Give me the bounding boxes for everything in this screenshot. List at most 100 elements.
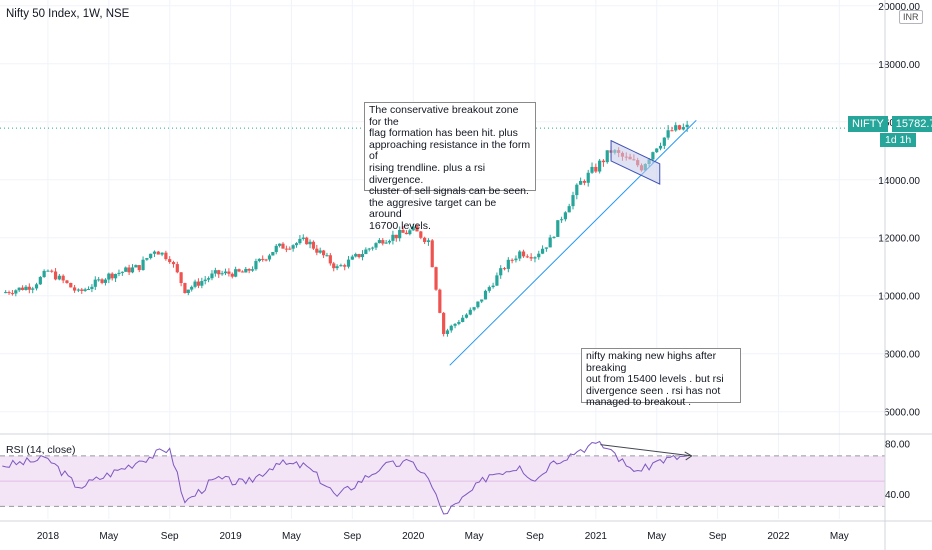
candle-body (408, 230, 412, 235)
candle-body (278, 243, 282, 246)
candle-body (487, 287, 491, 291)
x-tick-label: May (830, 531, 849, 542)
candle-body (72, 287, 77, 291)
candle-body (274, 245, 278, 253)
candle-body (357, 254, 361, 258)
candle-body (83, 289, 87, 291)
candle-body (217, 270, 221, 275)
candle-body (227, 271, 231, 274)
candle-body (419, 231, 423, 238)
candle-body (468, 309, 472, 315)
candle-body (404, 232, 409, 235)
candle-body (464, 314, 469, 318)
candle-body (605, 150, 609, 163)
candle-body (220, 273, 224, 275)
y-tick-label: 20000.00 (878, 2, 920, 13)
candle-body (65, 280, 69, 283)
annotation-line: rising trendline. plus a rsi divergence. (369, 161, 486, 186)
drawings-front (449, 119, 697, 461)
candle-body (10, 293, 15, 295)
candle-body (90, 286, 94, 289)
candle-body (281, 243, 285, 249)
candle-body (674, 125, 678, 131)
candle-body (377, 240, 381, 244)
candle-body (350, 256, 354, 260)
annotation-line: flag formation has been hit. plus (369, 127, 518, 140)
candles (4, 120, 689, 337)
candle-body (134, 265, 138, 268)
grid-lines (0, 0, 885, 519)
chart-title: Nifty 50 Index, 1W, NSE (6, 8, 130, 20)
candle-body (107, 273, 111, 280)
annotation-top[interactable]: The conservative breakout zone for the fl… (364, 102, 536, 232)
candle-body (533, 257, 537, 259)
candle-body (124, 267, 128, 272)
candle-body (7, 292, 11, 294)
y-tick-label: 18000.00 (878, 60, 920, 71)
candle-body (145, 258, 149, 260)
candle-body (582, 180, 587, 183)
candle-body (472, 307, 476, 310)
y-tick-label: 10000.00 (878, 292, 920, 303)
candle-body (234, 269, 238, 277)
annotation-line: cluster of sell signals can be seen. (369, 185, 529, 198)
candle-body (658, 145, 663, 149)
candle-body (571, 195, 575, 207)
candle-body (502, 268, 507, 270)
candle-body (27, 286, 31, 290)
candle-body (411, 226, 415, 231)
candle-body (374, 243, 378, 248)
candle-body (164, 252, 168, 260)
candle-body (190, 286, 194, 290)
annotation-bottom[interactable]: nifty making new highs after breaking out… (581, 348, 741, 408)
candle-body (442, 312, 446, 334)
candle-body (76, 289, 80, 291)
rsi-title: RSI (14, close) (6, 444, 76, 456)
candle-body (100, 279, 104, 283)
candle-body (354, 254, 358, 257)
rsi-series (2, 440, 688, 515)
candle-body (168, 259, 172, 263)
candle-body (510, 259, 514, 261)
candle-body (80, 289, 84, 291)
candle-body (284, 248, 288, 250)
candle-body (271, 252, 275, 256)
candle-body (305, 237, 309, 245)
candle-body (20, 287, 25, 290)
candle-body (499, 268, 503, 276)
candle-body (401, 230, 405, 233)
candle-body (514, 258, 518, 261)
candle-body (544, 247, 548, 249)
x-tick-label: Sep (709, 531, 727, 542)
candle-body (360, 253, 365, 258)
candle-body (449, 325, 453, 331)
candle-body (17, 287, 21, 291)
x-tick-label: May (647, 531, 666, 542)
candle-body (651, 152, 655, 160)
rsi-band (0, 455, 885, 507)
candle-body (69, 282, 73, 288)
candle-body (445, 330, 450, 334)
currency-badge[interactable]: INR (899, 10, 923, 24)
bar-countdown: 1d 1h (880, 133, 917, 147)
candle-body (137, 265, 141, 271)
candle-body (391, 234, 395, 241)
rsi-tick-label: 40.00 (885, 490, 910, 501)
x-tick-label: May (465, 531, 484, 542)
candle-body (240, 271, 245, 273)
candle-body (325, 255, 329, 257)
candle-body (267, 255, 272, 260)
rsi-divergence-arrow[interactable] (600, 444, 692, 457)
flag-channel[interactable] (610, 139, 661, 185)
candle-body (183, 283, 187, 294)
candle-body (525, 256, 529, 258)
annotation-line: managed to breakout . (586, 396, 692, 409)
candle-body (103, 279, 108, 283)
candle-body (193, 281, 197, 287)
rsi-line (2, 440, 688, 515)
arrow-head (684, 451, 693, 461)
candle-body (244, 268, 248, 273)
candle-body (662, 137, 666, 146)
price-symbol: NIFTY (848, 116, 888, 132)
candle-body (457, 321, 461, 324)
